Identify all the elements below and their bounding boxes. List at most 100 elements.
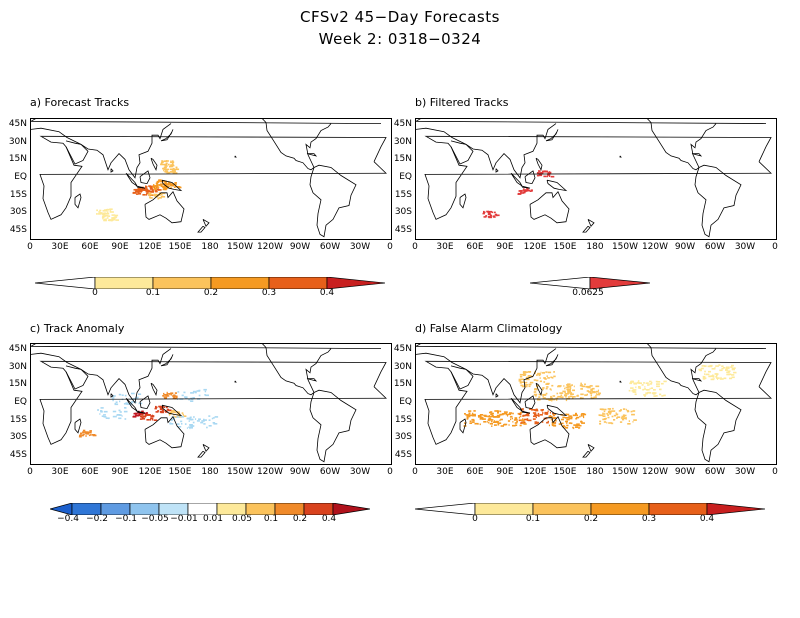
colorbar-c-label: −0.05	[141, 514, 169, 524]
track-density-mark	[97, 213, 101, 215]
track-density-mark	[567, 391, 569, 394]
track-density-mark	[103, 410, 108, 413]
track-density-mark	[208, 419, 211, 421]
track-density-mark	[647, 384, 650, 386]
track-density-mark	[173, 168, 176, 171]
track-density-mark	[556, 399, 558, 401]
track-density-mark	[535, 388, 538, 390]
track-density-mark	[601, 408, 605, 411]
track-density-mark	[612, 407, 614, 410]
track-density-mark	[628, 420, 630, 422]
track-density-mark	[562, 425, 566, 428]
track-density-mark	[542, 387, 545, 389]
track-density-mark	[503, 411, 508, 413]
coastline	[150, 382, 158, 396]
lat-label: 30S	[394, 432, 412, 442]
track-density-mark	[514, 418, 518, 420]
track-density-mark	[91, 434, 96, 436]
lon-label: 150E	[168, 242, 192, 252]
track-density-mark	[524, 384, 528, 386]
track-density-mark	[721, 365, 724, 367]
lat-label: 15S	[9, 415, 27, 425]
lon-label: 60W	[319, 242, 341, 252]
track-density-mark	[163, 187, 167, 190]
track-density-mark	[118, 417, 122, 420]
track-density-mark	[597, 389, 599, 392]
track-density-mark	[565, 399, 568, 402]
track-density-mark	[171, 164, 175, 167]
track-density-mark	[203, 388, 207, 391]
track-density-mark	[152, 186, 154, 188]
track-density-mark	[82, 429, 86, 432]
track-density-mark	[114, 403, 119, 406]
track-density-mark	[169, 184, 174, 186]
lon-label: 120E	[138, 242, 162, 252]
lat-label: 45S	[394, 450, 412, 460]
track-density-mark	[170, 187, 172, 189]
track-density-mark	[584, 394, 588, 396]
track-density-mark	[574, 426, 579, 428]
track-density-mark	[590, 388, 593, 391]
track-density-mark	[469, 420, 472, 423]
track-density-mark	[208, 425, 212, 427]
track-density-mark	[596, 390, 599, 393]
track-density-mark	[468, 412, 471, 414]
track-density-mark	[153, 184, 155, 186]
track-density-mark	[102, 215, 106, 218]
track-density-mark	[490, 419, 494, 421]
track-density-mark	[590, 396, 592, 399]
track-density-mark	[499, 419, 501, 422]
track-density-mark	[487, 415, 491, 418]
track-density-mark	[514, 422, 518, 424]
track-density-mark	[102, 209, 104, 212]
track-density-mark	[212, 422, 216, 424]
track-density-mark	[627, 410, 629, 413]
track-density-mark	[537, 398, 541, 401]
track-density-mark	[184, 396, 186, 398]
track-density-mark	[532, 412, 537, 414]
coastline	[31, 348, 172, 404]
track-density-mark	[124, 407, 126, 409]
track-density-mark	[145, 412, 148, 414]
track-density-mark	[180, 415, 182, 418]
coastline	[135, 185, 146, 189]
track-density-mark	[105, 417, 110, 419]
track-density-mark	[176, 186, 181, 188]
track-density-mark	[99, 209, 102, 212]
track-density-mark	[175, 166, 178, 169]
track-density-mark	[185, 397, 188, 399]
coastline	[197, 225, 206, 233]
track-density-mark	[169, 168, 174, 171]
track-density-mark	[487, 211, 491, 214]
track-density-mark	[123, 410, 128, 413]
track-density-mark	[576, 423, 580, 425]
track-density-mark	[141, 414, 143, 417]
track-density-mark	[161, 192, 166, 195]
coastline	[202, 444, 210, 453]
track-density-mark	[169, 423, 174, 425]
track-density-mark	[109, 208, 113, 210]
track-density-mark	[546, 375, 548, 377]
track-density-mark	[639, 387, 641, 389]
track-density-mark	[159, 408, 163, 411]
track-density-mark	[621, 418, 625, 421]
coastline	[74, 418, 82, 434]
lat-label: EQ	[14, 397, 27, 407]
track-density-mark	[709, 364, 713, 367]
track-density-mark	[89, 430, 92, 432]
track-density-mark	[119, 411, 122, 413]
track-density-mark	[151, 418, 154, 421]
track-density-mark	[565, 417, 569, 419]
track-density-mark	[725, 367, 730, 370]
track-density-mark	[161, 193, 163, 195]
track-density-mark	[84, 432, 89, 434]
track-density-mark	[205, 394, 209, 397]
coastline	[234, 155, 237, 158]
track-density-mark	[155, 183, 158, 185]
track-density-mark	[537, 385, 539, 387]
coastline	[647, 119, 717, 171]
coastline	[546, 404, 568, 417]
track-density-mark	[598, 414, 601, 416]
lat-label: 15S	[394, 190, 412, 200]
lat-label: 30S	[394, 207, 412, 217]
